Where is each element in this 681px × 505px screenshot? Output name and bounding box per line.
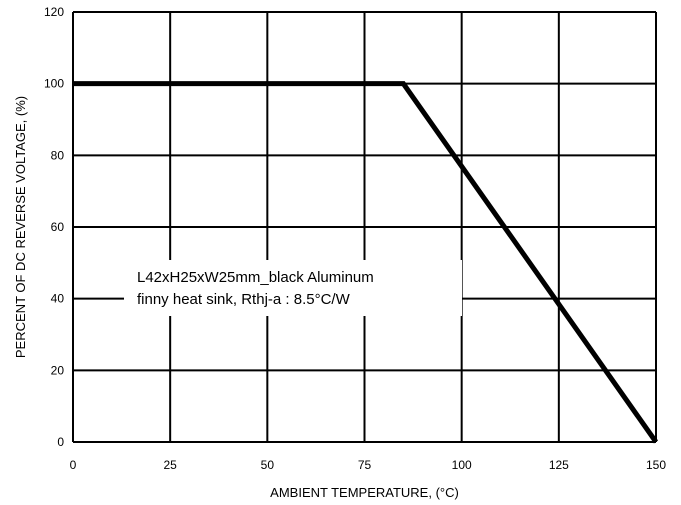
- x-tick-label: 50: [261, 458, 275, 472]
- x-tick-label: 100: [452, 458, 472, 472]
- y-tick-label: 80: [51, 148, 65, 162]
- y-tick-labels: 0 20 40 60 80 100 120: [44, 5, 64, 449]
- x-tick-label: 25: [163, 458, 177, 472]
- x-axis-label: AMBIENT TEMPERATURE, (°C): [270, 485, 459, 500]
- annotation-line-2: finny heat sink, Rthj-a : 8.5°C/W: [137, 291, 351, 308]
- y-tick-label: 40: [51, 292, 65, 306]
- derating-curve: [73, 81, 659, 444]
- x-tick-label: 125: [549, 458, 569, 472]
- y-axis-label: PERCENT OF DC REVERSE VOLTAGE, (%): [13, 96, 28, 358]
- y-tick-label: 120: [44, 5, 64, 19]
- y-tick-label: 0: [57, 435, 64, 449]
- x-tick-label: 75: [358, 458, 372, 472]
- x-tick-labels: 0 25 50 75 100 125 150: [70, 458, 667, 472]
- series-group: [73, 81, 659, 444]
- x-tick-label: 0: [70, 458, 77, 472]
- chart-grid: [72, 11, 657, 443]
- y-tick-label: 60: [51, 220, 65, 234]
- x-tick-label: 150: [646, 458, 666, 472]
- y-tick-label: 20: [51, 363, 65, 377]
- annotation-line-1: L42xH25xW25mm_black Aluminum: [137, 269, 374, 286]
- y-tick-label: 100: [44, 77, 64, 91]
- annotation-background: [124, 260, 462, 316]
